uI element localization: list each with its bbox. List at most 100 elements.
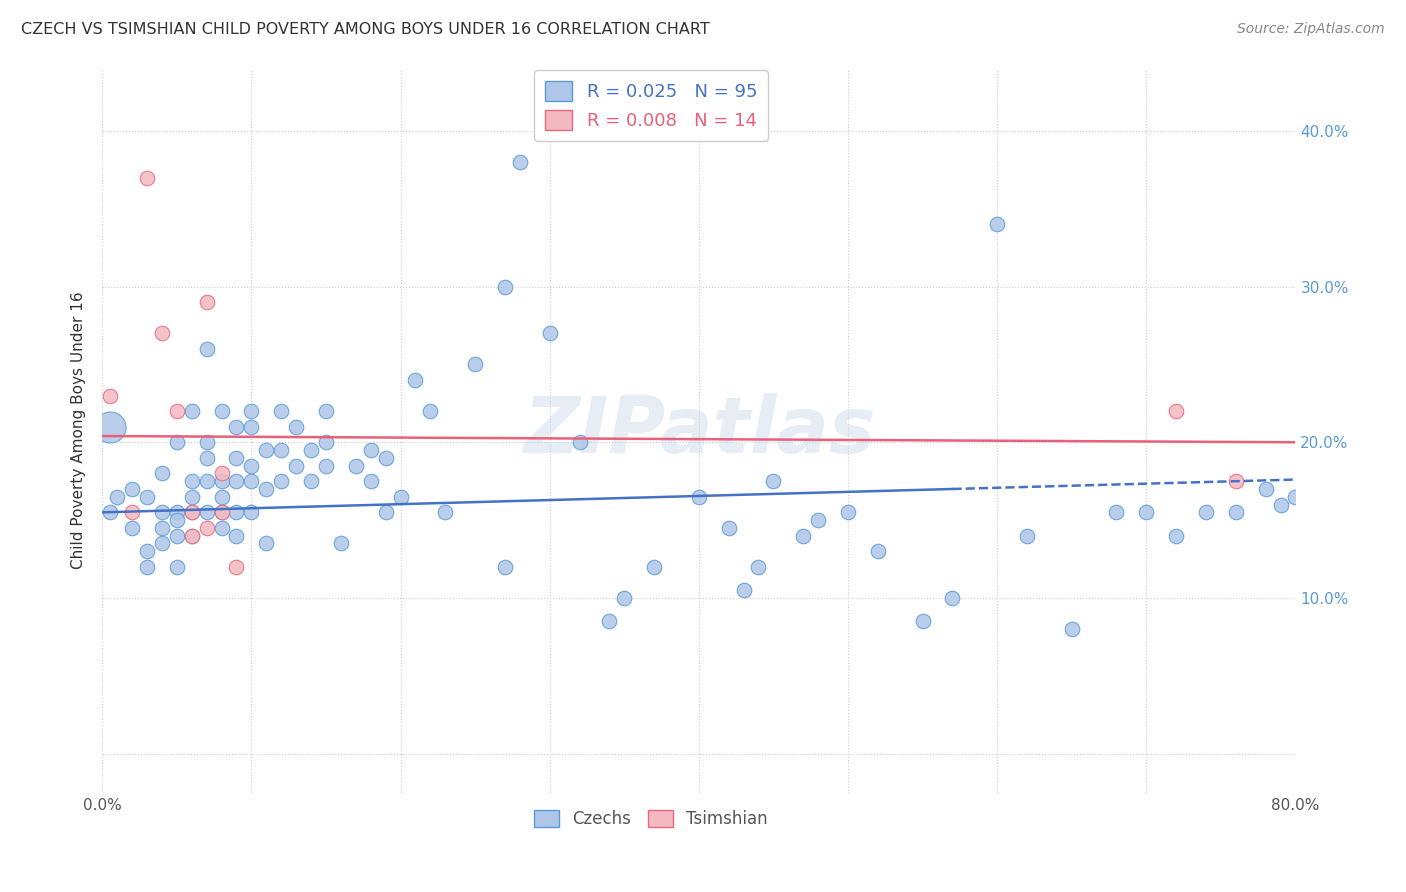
Point — [404, 373, 426, 387]
Point — [180, 474, 202, 488]
Point — [136, 559, 159, 574]
Point — [136, 544, 159, 558]
Point — [150, 536, 173, 550]
Point — [225, 419, 247, 434]
Point — [195, 505, 218, 519]
Point — [166, 529, 188, 543]
Point — [374, 505, 396, 519]
Point — [1015, 529, 1038, 543]
Point — [509, 155, 531, 169]
Point — [180, 505, 202, 519]
Point — [1225, 474, 1247, 488]
Point — [254, 443, 277, 458]
Point — [240, 419, 263, 434]
Point — [211, 404, 233, 418]
Text: CZECH VS TSIMSHIAN CHILD POVERTY AMONG BOYS UNDER 16 CORRELATION CHART: CZECH VS TSIMSHIAN CHILD POVERTY AMONG B… — [21, 22, 710, 37]
Point — [299, 474, 322, 488]
Point — [538, 326, 561, 341]
Point — [1135, 505, 1157, 519]
Point — [1225, 505, 1247, 519]
Point — [360, 474, 382, 488]
Point — [374, 450, 396, 465]
Point — [733, 583, 755, 598]
Point — [180, 404, 202, 418]
Point — [121, 521, 143, 535]
Point — [285, 419, 308, 434]
Point — [866, 544, 889, 558]
Point — [717, 521, 740, 535]
Point — [98, 388, 121, 402]
Point — [240, 505, 263, 519]
Point — [837, 505, 859, 519]
Point — [225, 474, 247, 488]
Point — [166, 435, 188, 450]
Point — [568, 435, 591, 450]
Point — [315, 458, 337, 473]
Point — [180, 529, 202, 543]
Point — [986, 217, 1008, 231]
Point — [1270, 498, 1292, 512]
Point — [150, 467, 173, 481]
Point — [195, 435, 218, 450]
Point — [1105, 505, 1128, 519]
Point — [136, 170, 159, 185]
Point — [180, 505, 202, 519]
Point — [211, 474, 233, 488]
Point — [270, 443, 292, 458]
Point — [1060, 622, 1083, 636]
Point — [211, 490, 233, 504]
Point — [1254, 482, 1277, 496]
Point — [643, 559, 665, 574]
Point — [240, 458, 263, 473]
Point — [166, 505, 188, 519]
Point — [1166, 529, 1188, 543]
Point — [360, 443, 382, 458]
Legend: Czechs, Tsimshian: Czechs, Tsimshian — [527, 804, 775, 835]
Text: ZIPatlas: ZIPatlas — [523, 392, 875, 468]
Point — [688, 490, 710, 504]
Point — [195, 295, 218, 310]
Point — [166, 559, 188, 574]
Point — [941, 591, 963, 605]
Point — [225, 529, 247, 543]
Point — [329, 536, 352, 550]
Point — [136, 490, 159, 504]
Point — [299, 443, 322, 458]
Point — [792, 529, 814, 543]
Point — [762, 474, 785, 488]
Point — [211, 505, 233, 519]
Point — [150, 505, 173, 519]
Point — [195, 474, 218, 488]
Point — [240, 404, 263, 418]
Point — [211, 505, 233, 519]
Point — [419, 404, 441, 418]
Text: Source: ZipAtlas.com: Source: ZipAtlas.com — [1237, 22, 1385, 37]
Point — [180, 490, 202, 504]
Point — [211, 521, 233, 535]
Point — [105, 490, 128, 504]
Point — [121, 482, 143, 496]
Point — [98, 419, 121, 434]
Point — [225, 559, 247, 574]
Point — [911, 615, 934, 629]
Point — [270, 404, 292, 418]
Point — [195, 450, 218, 465]
Point — [747, 559, 769, 574]
Point — [121, 505, 143, 519]
Point — [315, 435, 337, 450]
Y-axis label: Child Poverty Among Boys Under 16: Child Poverty Among Boys Under 16 — [72, 292, 86, 569]
Point — [150, 326, 173, 341]
Point — [494, 559, 516, 574]
Point — [166, 404, 188, 418]
Point — [211, 467, 233, 481]
Point — [434, 505, 457, 519]
Point — [254, 482, 277, 496]
Point — [494, 279, 516, 293]
Point — [195, 521, 218, 535]
Point — [180, 529, 202, 543]
Point — [240, 474, 263, 488]
Point — [464, 358, 486, 372]
Point — [315, 404, 337, 418]
Point — [1166, 404, 1188, 418]
Point — [195, 342, 218, 356]
